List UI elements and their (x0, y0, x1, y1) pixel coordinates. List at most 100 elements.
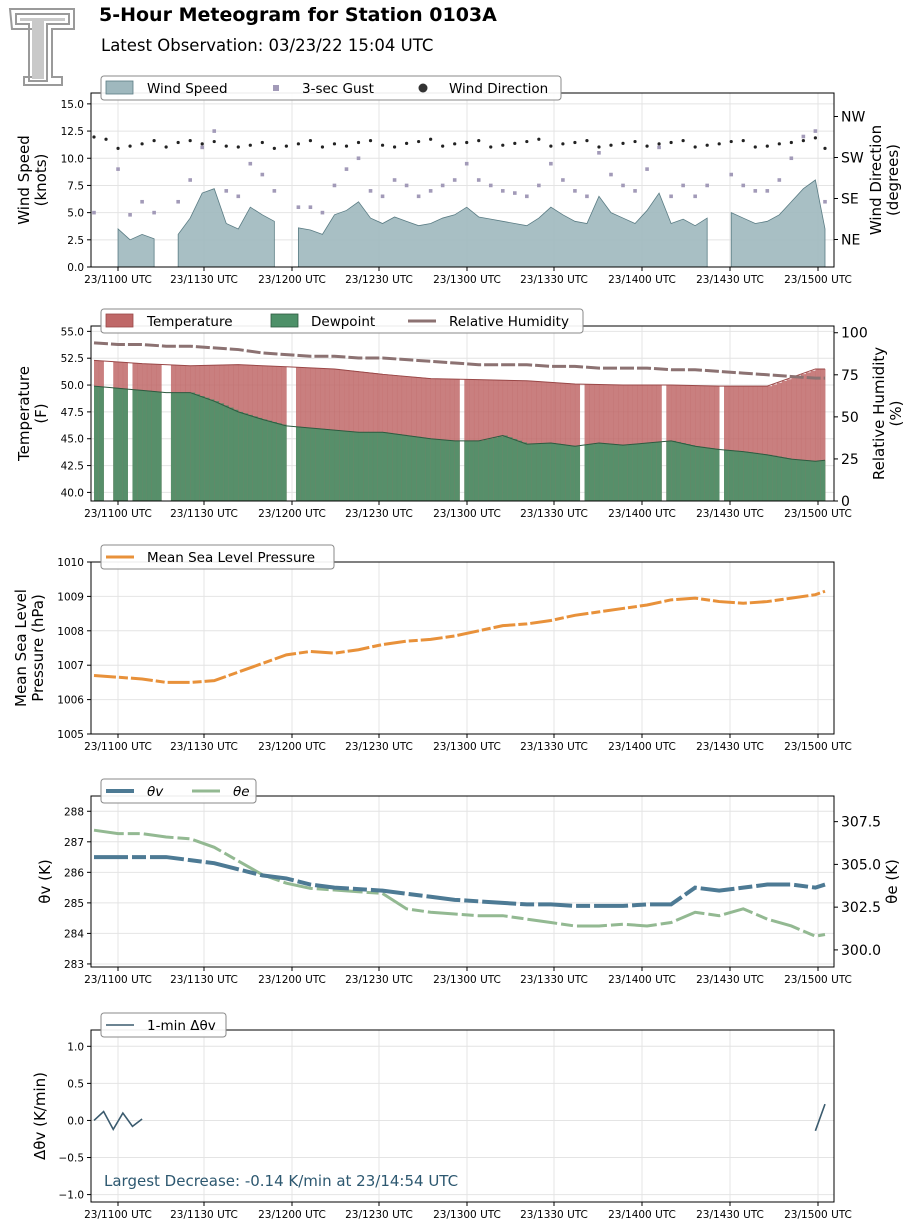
legend-swatch-gust (273, 85, 279, 91)
dewpoint-bar (724, 449, 730, 501)
dewpoint-bar (728, 450, 734, 501)
temperature-bar (589, 384, 595, 501)
temperature-bar (550, 382, 556, 501)
wind-direction-point (823, 146, 827, 150)
wind-direction-point (417, 139, 421, 144)
pressure-panel: 23/1100 UTC 23/1130 UTC 23/1200 UTC 23/1230… (12, 544, 852, 753)
temperature-bar (772, 384, 778, 501)
wind-direction-point (765, 144, 769, 148)
dewpoint-bar (295, 426, 302, 501)
gust-marker (681, 183, 685, 188)
temperature-bar (560, 383, 566, 501)
x-tick-label: 23/1130 UTC (170, 508, 238, 520)
x-tick-label: 23/1430 UTC (696, 741, 764, 753)
wind-direction-point (429, 137, 433, 141)
wind-direction-point (645, 144, 649, 148)
dewpoint-bar (767, 454, 773, 501)
x-tick-label: 23/1130 UTC (170, 741, 238, 753)
dewpoint-line (93, 385, 826, 462)
dewpoint-bar (714, 448, 720, 501)
y2-tick-label: 100 (841, 326, 868, 342)
x-tick-label: 23/1430 UTC (696, 974, 764, 986)
dewpoint-bar (190, 392, 196, 501)
dewpoint-bar (685, 444, 691, 501)
gust-marker (633, 189, 637, 193)
dewpoint-bar (223, 405, 229, 501)
dewpoint-bar (122, 388, 128, 501)
x-tick-label: 23/1330 UTC (520, 508, 588, 520)
dewpoint-bar (608, 443, 614, 501)
x-tick-label: 23/1300 UTC (433, 741, 501, 753)
wind-direction-point (272, 146, 276, 150)
gust-marker (236, 194, 241, 199)
wind-direction-point (296, 142, 300, 146)
y2-tick-label: NE (841, 233, 860, 249)
legend-label-direction: Wind Direction (449, 81, 548, 97)
temperature-bar (546, 382, 552, 501)
temperature-bar (704, 385, 710, 501)
dewpoint-bar (522, 442, 528, 501)
gust-marker (200, 145, 205, 150)
legend-box (100, 1012, 227, 1038)
dewpoint-bar (805, 460, 811, 501)
dewpoint-bar (406, 435, 412, 501)
dewpoint-bar (214, 401, 220, 501)
y-tick-label: 5.0 (67, 208, 84, 220)
dewpoint-bar (637, 443, 643, 501)
wind-speed-axis-label: Wind Speed(knots) (15, 135, 50, 225)
temperature-bar (473, 379, 480, 501)
x-tick-label: 23/1330 UTC (520, 274, 588, 286)
temperature-bar (637, 385, 643, 501)
x-tick-label: 23/1230 UTC (345, 508, 413, 520)
dewpoint-bar (647, 443, 653, 501)
dewpoint-bar (425, 438, 431, 501)
dewpoint-bar (483, 439, 489, 501)
legend-swatch-temperature (105, 313, 134, 328)
dewpoint-bar (651, 442, 657, 501)
delta-theta-line (93, 1103, 826, 1132)
wind-direction-point (308, 139, 313, 143)
dewpoint-bar (324, 429, 330, 501)
legend-box (100, 75, 562, 101)
y-tick-label: 1010 (57, 557, 84, 569)
delta-panel: 23/1100 UTC 23/1130 UTC 23/1200 UTC 23/1230… (31, 1012, 852, 1221)
y2-tick-label: NW (841, 110, 865, 126)
dewpoint-bar (151, 391, 157, 501)
plot-frame (90, 1029, 835, 1203)
y-tick-label: 0.5 (67, 1078, 84, 1090)
dewpoint-bar (228, 407, 234, 501)
x-tick-label: 23/1430 UTC (696, 1209, 764, 1221)
wind-direction-point (597, 145, 601, 149)
temperature-bar (743, 386, 749, 501)
gust-marker (693, 194, 697, 199)
dewpoint-bar (334, 430, 340, 501)
wind-direction-point (729, 139, 733, 144)
gust-marker (561, 178, 565, 182)
wind-direction-point (344, 144, 349, 148)
y-tick-label: 284 (64, 928, 84, 940)
y-tick-label: −1.0 (59, 1190, 85, 1202)
x-tick-label: 23/1500 UTC (784, 508, 852, 520)
dewpoint-bar (656, 442, 662, 501)
wind-direction-point (789, 140, 793, 145)
temperature-bar (603, 384, 609, 501)
x-tick-label: 23/1400 UTC (608, 508, 676, 520)
wind-direction-point (801, 139, 805, 143)
gust-marker (116, 167, 120, 171)
wind-direction-point (152, 139, 156, 143)
gust-marker (585, 194, 589, 199)
y-tick-label: 50.0 (61, 380, 84, 392)
x-tick-label: 23/1100 UTC (84, 274, 152, 286)
wind-direction-point (212, 139, 216, 144)
x-tick-label: 23/1100 UTC (84, 508, 152, 520)
temperature-bar (791, 377, 797, 501)
dewpoint-bar (560, 444, 566, 501)
dewpoint-bar (401, 434, 407, 501)
x-tick-label: 23/1500 UTC (784, 1209, 852, 1221)
dewpoint-bar (666, 441, 672, 501)
gust-marker (272, 189, 277, 193)
gust-marker (823, 199, 827, 204)
wind-direction-point (609, 143, 613, 147)
wind-direction-point (657, 142, 661, 146)
